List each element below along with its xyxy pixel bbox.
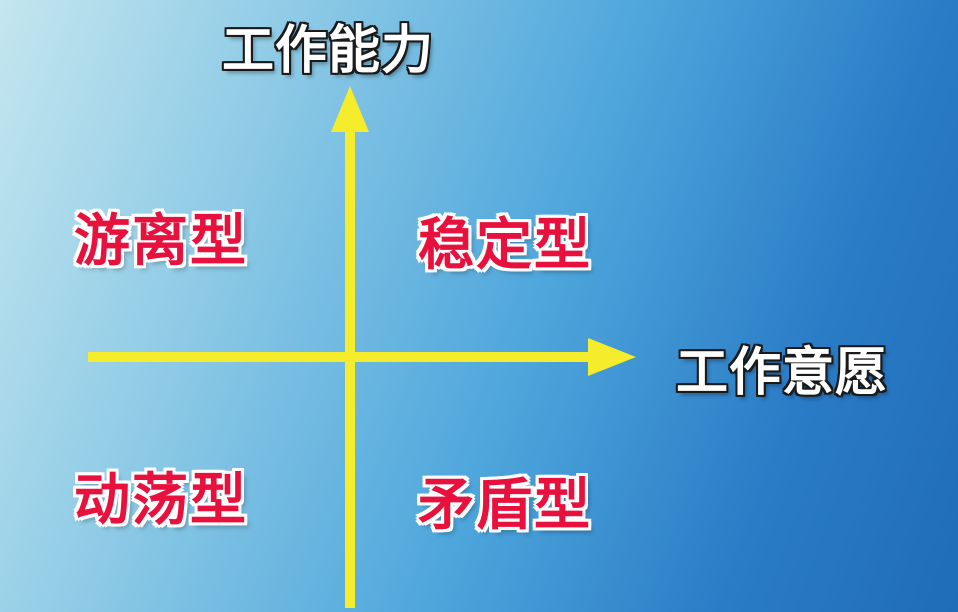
quadrant-bottom-left-label: 动荡型	[74, 468, 248, 533]
vertical-axis-arrow	[331, 86, 369, 608]
horizontal-axis-arrow	[88, 338, 636, 376]
quadrant-top-left-label: 游离型	[74, 209, 248, 274]
x-axis-label: 工作意愿	[676, 343, 889, 403]
y-axis-label: 工作能力	[222, 21, 435, 81]
quadrant-top-right-label: 稳定型	[418, 213, 592, 278]
quadrant-bottom-right-label: 矛盾型	[418, 473, 592, 538]
